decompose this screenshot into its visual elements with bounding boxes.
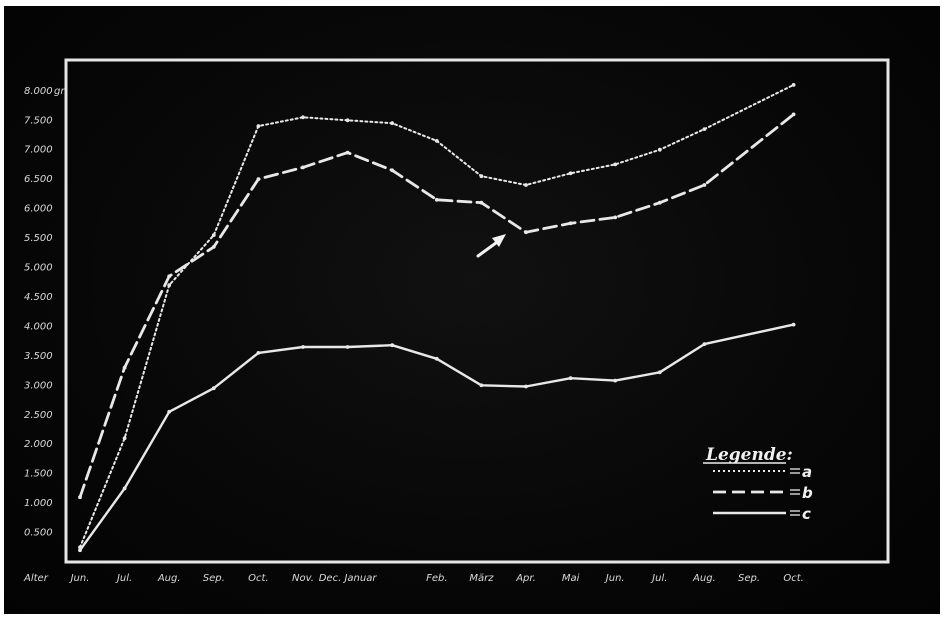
data-point-a bbox=[434, 139, 439, 143]
legend-label-b: b bbox=[802, 484, 813, 502]
data-point-b bbox=[122, 365, 127, 370]
legend-entries: abc bbox=[713, 463, 813, 523]
x-axis-tick-labels: Jun. Jul. Aug. Sep. Oct. Nov. Dec. Januar Feb. M… bbox=[69, 573, 804, 584]
x-tick-label: Jun. bbox=[69, 573, 90, 584]
data-point-b bbox=[657, 200, 662, 205]
data-point-c bbox=[345, 345, 350, 349]
y-tick-label: 6.500 bbox=[24, 174, 53, 185]
data-point-b bbox=[301, 165, 305, 170]
series-line-b bbox=[78, 113, 795, 499]
data-point-c bbox=[301, 345, 305, 349]
data-point-c bbox=[390, 343, 395, 348]
data-point-a bbox=[122, 436, 127, 441]
x-tick-label: Aug. bbox=[692, 573, 716, 584]
y-unit-label: gr bbox=[54, 86, 65, 97]
x-tick-label: Feb. bbox=[426, 573, 447, 584]
series-layer bbox=[78, 83, 796, 553]
data-point-a bbox=[479, 174, 484, 179]
annotation-arrow bbox=[476, 234, 506, 258]
data-point-b bbox=[613, 215, 618, 220]
y-tick-label: 5.500 bbox=[24, 233, 53, 244]
y-tick-label: 5.000 bbox=[24, 263, 53, 274]
data-point-a bbox=[390, 121, 395, 126]
y-tick-label: 2.500 bbox=[24, 410, 53, 421]
data-point-c bbox=[78, 548, 82, 553]
y-tick-label: 1.000 bbox=[24, 498, 53, 509]
data-point-b bbox=[568, 221, 573, 226]
x-tick-label: Jun. bbox=[604, 573, 625, 584]
x-axis-start-label: Alter bbox=[23, 573, 49, 584]
data-point-c bbox=[167, 409, 172, 414]
y-tick-label: 0.500 bbox=[24, 528, 53, 539]
legend-title: Legende: bbox=[705, 445, 793, 465]
data-point-c bbox=[122, 486, 127, 491]
x-tick-label: Aug. bbox=[157, 573, 181, 584]
series-line-c bbox=[78, 323, 795, 552]
y-tick-label: 4.500 bbox=[24, 292, 53, 303]
x-tick-label: Jul. bbox=[115, 573, 132, 584]
data-point-b bbox=[345, 150, 350, 155]
data-point-c bbox=[568, 376, 573, 381]
data-point-c bbox=[434, 356, 439, 361]
x-tick-label: Dec. Januar bbox=[319, 573, 378, 584]
data-point-c bbox=[256, 351, 261, 355]
x-tick-label: Mai bbox=[562, 573, 580, 584]
data-point-a bbox=[657, 147, 662, 152]
data-point-c bbox=[211, 386, 216, 391]
x-tick-label: Oct. bbox=[248, 573, 268, 584]
legend-label-c: c bbox=[802, 505, 811, 523]
plot-frame bbox=[64, 58, 890, 564]
x-tick-label: Jul. bbox=[650, 573, 667, 584]
y-tick-label: 3.500 bbox=[24, 351, 53, 362]
y-tick-label: 4.000 bbox=[24, 321, 53, 332]
x-tick-label: Oct. bbox=[783, 573, 803, 584]
y-tick-label: 2.000 bbox=[24, 439, 53, 450]
data-point-b bbox=[211, 245, 216, 249]
legend: Legende: abc bbox=[703, 445, 813, 523]
data-point-c bbox=[702, 342, 707, 346]
y-tick-label: 8.000 bbox=[24, 86, 53, 97]
x-tick-label: Apr. bbox=[515, 573, 536, 584]
data-point-b bbox=[524, 230, 528, 235]
data-point-a bbox=[702, 127, 707, 131]
x-tick-label: Nov. bbox=[292, 573, 314, 584]
y-tick-label: 1.500 bbox=[24, 469, 53, 480]
data-point-a bbox=[524, 183, 528, 187]
data-point-b bbox=[702, 183, 707, 187]
data-point-b bbox=[479, 200, 484, 205]
data-point-a bbox=[568, 171, 573, 176]
data-point-c bbox=[479, 383, 484, 388]
data-point-c bbox=[613, 378, 618, 383]
data-point-b bbox=[434, 197, 439, 202]
x-tick-label: März bbox=[469, 573, 494, 584]
data-point-b bbox=[167, 274, 172, 279]
data-point-b bbox=[256, 177, 261, 182]
data-point-a bbox=[613, 162, 618, 167]
x-tick-label: Sep. bbox=[203, 573, 225, 584]
annotation-arrow-head bbox=[492, 234, 506, 247]
y-axis-tick-labels: 0.500 1.000 1.500 2.000 2.500 3.000 3.500 4.000… bbox=[24, 86, 65, 539]
data-point-c bbox=[657, 370, 662, 375]
y-tick-label: 7.000 bbox=[24, 145, 53, 156]
data-point-a bbox=[791, 83, 796, 87]
data-point-b bbox=[78, 495, 82, 500]
x-tick-label: Sep. bbox=[738, 573, 760, 584]
data-point-c bbox=[524, 384, 528, 389]
data-point-a bbox=[167, 283, 172, 288]
data-point-c bbox=[791, 322, 796, 327]
data-point-b bbox=[791, 112, 796, 117]
data-point-a bbox=[301, 115, 305, 120]
series-line-a bbox=[79, 83, 795, 549]
data-point-a bbox=[256, 124, 261, 128]
data-point-a bbox=[211, 233, 216, 238]
y-tick-label: 7.500 bbox=[24, 115, 53, 126]
data-point-a bbox=[345, 118, 350, 123]
y-tick-label: 3.000 bbox=[24, 380, 53, 391]
data-point-b bbox=[390, 168, 395, 173]
y-tick-label: 6.000 bbox=[24, 204, 53, 215]
legend-label-a: a bbox=[802, 463, 812, 481]
